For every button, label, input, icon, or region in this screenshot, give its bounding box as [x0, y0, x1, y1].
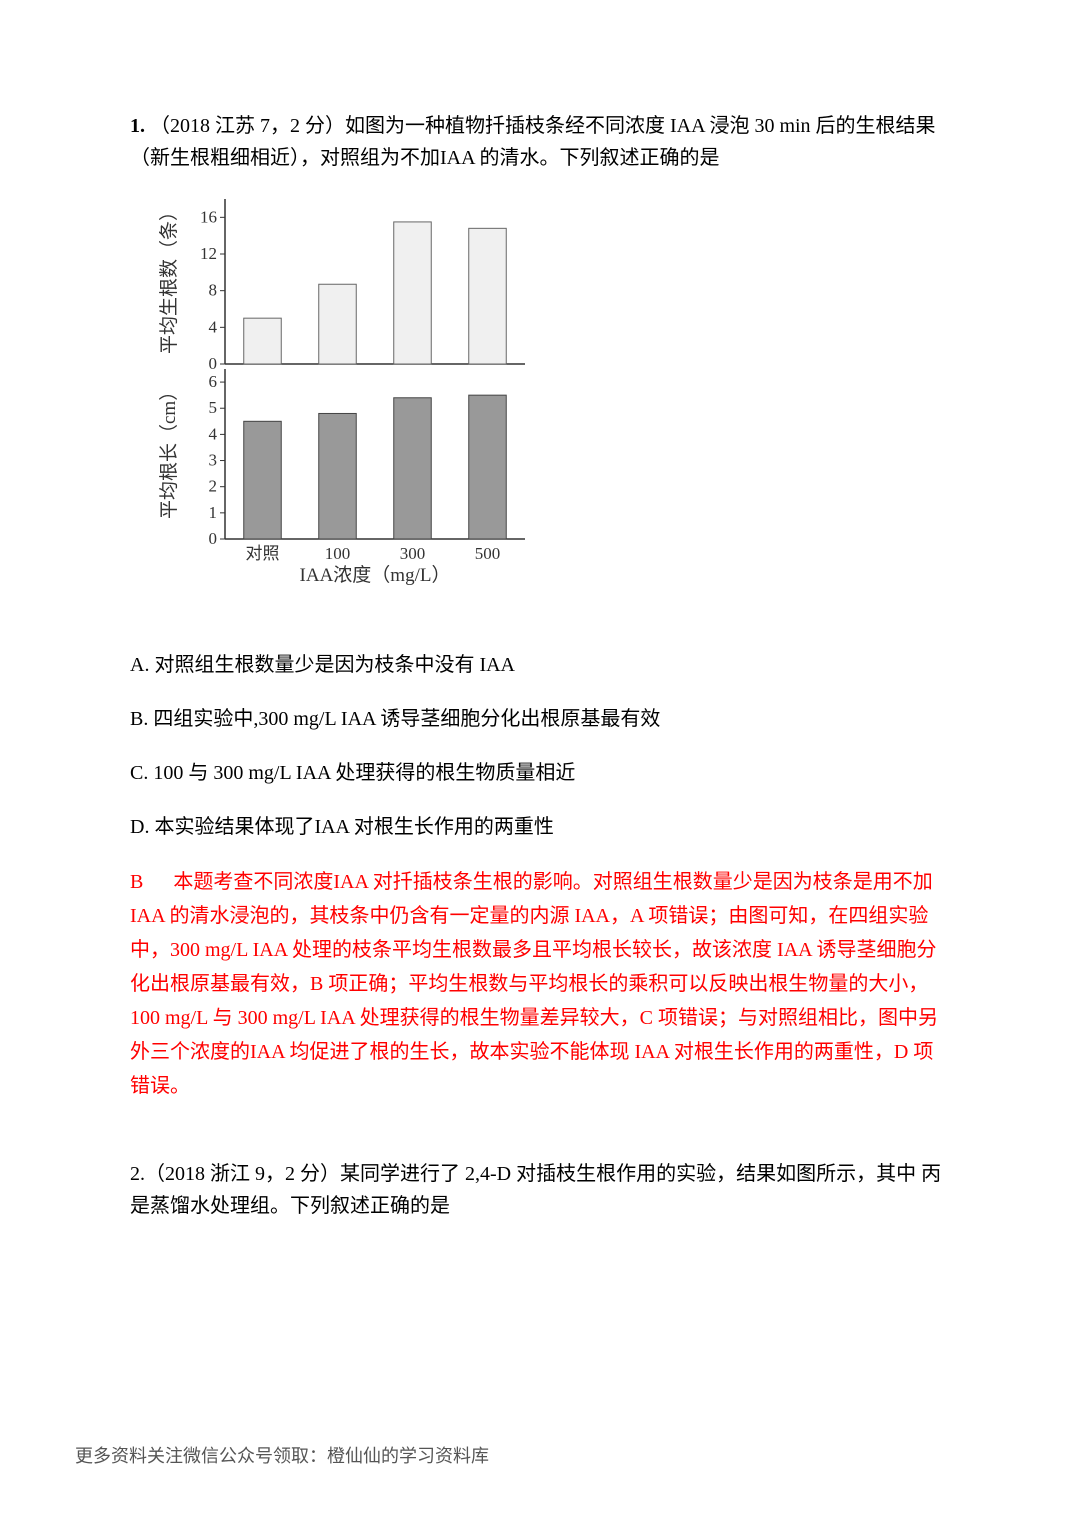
svg-text:100: 100	[325, 544, 351, 563]
answer-label: B	[130, 871, 143, 893]
option-b: B. 四组实验中,300 mg/L IAA 诱导茎细胞分化出根原基最有效	[130, 703, 950, 735]
svg-text:1: 1	[209, 503, 218, 522]
q1-text: （2018 江苏 7，2 分）如图为一种植物扦插枝条经不同浓度 IAA 浸泡 3…	[130, 115, 936, 169]
answer-text: 本题考查不同浓度IAA 对扦插枝条生根的影响。对照组生根数量少是因为枝条是用不加…	[130, 871, 938, 1097]
svg-text:0: 0	[209, 354, 218, 373]
question-2: 2.（2018 浙江 9，2 分）某同学进行了 2,4-D 对插枝生根作用的实验…	[130, 1158, 950, 1222]
svg-text:300: 300	[400, 544, 426, 563]
svg-text:16: 16	[200, 207, 217, 226]
chart-container: 0481216平均生根数（条）0123456平均根长（cm）对照10030050…	[155, 194, 950, 624]
footer-text: 更多资料关注微信公众号领取：橙仙仙的学习资料库	[75, 1442, 489, 1468]
svg-text:0: 0	[209, 529, 218, 548]
svg-text:IAA浓度（mg/L）: IAA浓度（mg/L）	[300, 564, 451, 586]
svg-text:2: 2	[209, 477, 218, 496]
option-a: A. 对照组生根数量少是因为枝条中没有 IAA	[130, 649, 950, 681]
svg-text:8: 8	[209, 281, 218, 300]
svg-text:3: 3	[209, 451, 218, 470]
bar-chart: 0481216平均生根数（条）0123456平均根长（cm）对照10030050…	[155, 194, 535, 619]
question-1-header: 1. （2018 江苏 7，2 分）如图为一种植物扦插枝条经不同浓度 IAA 浸…	[130, 110, 950, 174]
svg-text:4: 4	[209, 317, 218, 336]
svg-text:5: 5	[209, 398, 218, 417]
option-c: C. 100 与 300 mg/L IAA 处理获得的根生物质量相近	[130, 757, 950, 789]
q1-number: 1.	[130, 115, 145, 137]
svg-text:4: 4	[209, 424, 218, 443]
option-d: D. 本实验结果体现了IAA 对根生长作用的两重性	[130, 811, 950, 843]
svg-text:平均生根数（条）: 平均生根数（条）	[158, 202, 180, 354]
svg-text:平均根长（cm）: 平均根长（cm）	[158, 382, 180, 519]
svg-text:6: 6	[209, 372, 218, 391]
answer-block: B 本题考查不同浓度IAA 对扦插枝条生根的影响。对照组生根数量少是因为枝条是用…	[130, 865, 950, 1103]
q2-text: 2.（2018 浙江 9，2 分）某同学进行了 2,4-D 对插枝生根作用的实验…	[130, 1163, 941, 1217]
svg-text:500: 500	[475, 544, 501, 563]
svg-text:对照: 对照	[246, 544, 280, 563]
svg-text:12: 12	[200, 244, 217, 263]
options-list: A. 对照组生根数量少是因为枝条中没有 IAA B. 四组实验中,300 mg/…	[130, 649, 950, 843]
